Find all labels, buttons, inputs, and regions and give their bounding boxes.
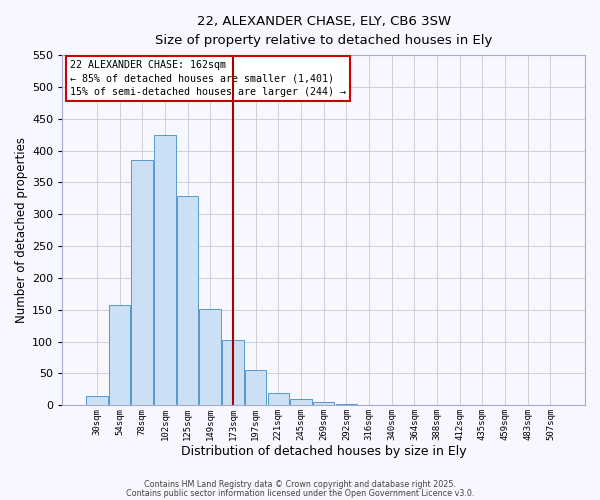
Bar bbox=[109, 306, 130, 406]
Bar bbox=[290, 399, 312, 406]
Bar bbox=[154, 134, 176, 406]
Title: 22, ALEXANDER CHASE, ELY, CB6 3SW
Size of property relative to detached houses i: 22, ALEXANDER CHASE, ELY, CB6 3SW Size o… bbox=[155, 15, 493, 47]
Bar bbox=[335, 404, 357, 406]
Bar bbox=[177, 196, 199, 406]
Bar bbox=[86, 396, 107, 406]
Bar bbox=[199, 308, 221, 406]
Bar bbox=[313, 402, 334, 406]
Y-axis label: Number of detached properties: Number of detached properties bbox=[15, 137, 28, 323]
Bar bbox=[245, 370, 266, 406]
Bar bbox=[358, 404, 380, 406]
Text: 22 ALEXANDER CHASE: 162sqm
← 85% of detached houses are smaller (1,401)
15% of s: 22 ALEXANDER CHASE: 162sqm ← 85% of deta… bbox=[70, 60, 346, 97]
Bar bbox=[222, 340, 244, 406]
Bar bbox=[268, 392, 289, 406]
Text: Contains HM Land Registry data © Crown copyright and database right 2025.: Contains HM Land Registry data © Crown c… bbox=[144, 480, 456, 489]
Bar bbox=[131, 160, 153, 406]
X-axis label: Distribution of detached houses by size in Ely: Distribution of detached houses by size … bbox=[181, 444, 466, 458]
Text: Contains public sector information licensed under the Open Government Licence v3: Contains public sector information licen… bbox=[126, 489, 474, 498]
